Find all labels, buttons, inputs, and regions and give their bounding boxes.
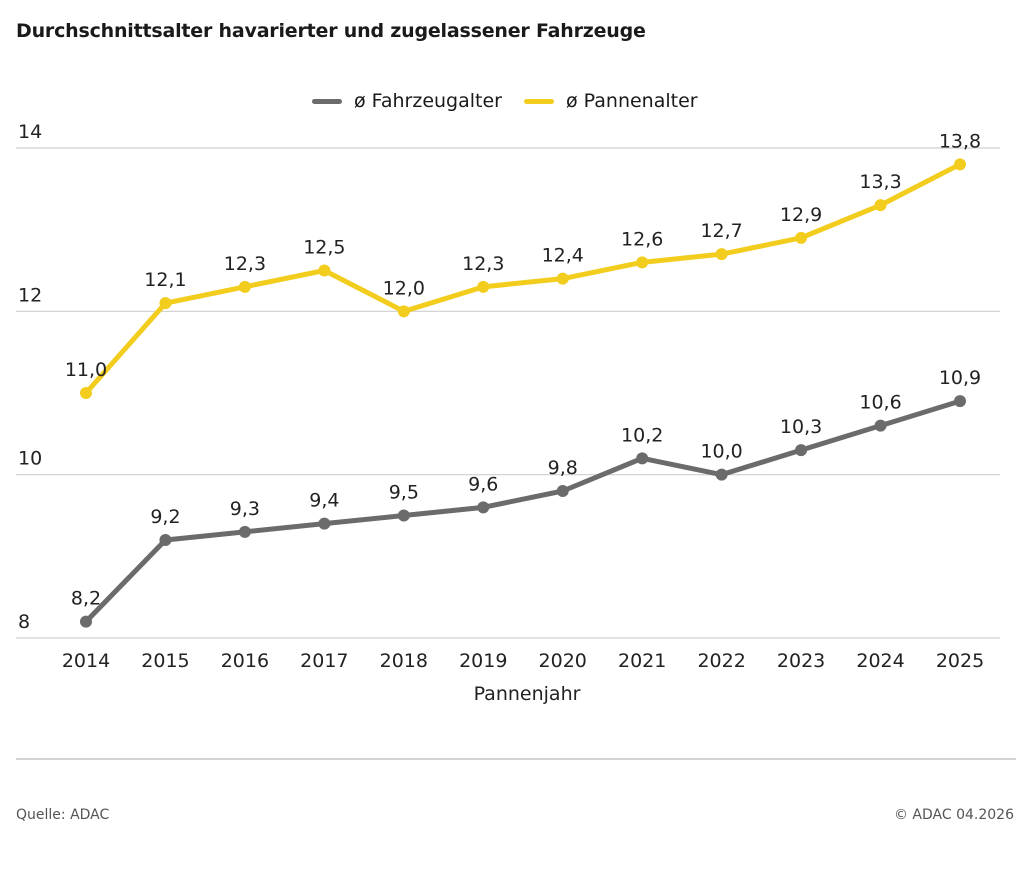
chart-legend: ø Fahrzeugalter ø Pannenalter: [312, 90, 698, 112]
data-label: 9,5: [389, 482, 419, 504]
data-point: [159, 297, 172, 310]
data-point: [238, 525, 251, 538]
footer-divider: [16, 758, 1016, 760]
chart-title: Durchschnittsalter havarierter und zugel…: [16, 20, 646, 42]
data-point: [477, 501, 490, 514]
data-label: 9,2: [150, 506, 180, 528]
data-point: [795, 444, 808, 457]
legend-swatch-fahrzeugalter: [312, 98, 342, 104]
x-tick-label: 2018: [380, 650, 428, 672]
data-label: 12,9: [780, 204, 822, 226]
x-tick-label: 2025: [936, 650, 984, 672]
data-point: [795, 231, 808, 244]
x-tick-label: 2020: [539, 650, 587, 672]
x-tick-label: 2023: [777, 650, 825, 672]
data-label: 12,5: [303, 237, 345, 259]
data-label: 12,3: [462, 253, 504, 275]
data-point: [636, 256, 649, 269]
source-note: Quelle: ADAC: [16, 807, 110, 823]
data-label: 12,4: [542, 245, 584, 267]
data-label: 13,3: [859, 171, 901, 193]
data-label: 9,6: [468, 473, 498, 495]
x-tick-label: 2014: [62, 650, 110, 672]
x-tick-label: 2022: [697, 650, 745, 672]
data-label: 9,3: [230, 498, 260, 520]
data-point: [477, 280, 490, 293]
data-point: [715, 248, 728, 261]
data-label: 10,2: [621, 424, 663, 446]
y-tick-label: 12: [18, 284, 42, 306]
data-point: [318, 517, 331, 530]
data-point: [874, 419, 887, 432]
legend-swatch-pannenalter: [523, 98, 554, 104]
y-tick-label: 14: [18, 121, 42, 143]
y-tick-label: 8: [18, 611, 30, 633]
x-tick-label: 2019: [459, 650, 507, 672]
data-point: [397, 509, 410, 522]
x-axis-label: Pannenjahr: [474, 683, 581, 705]
data-label: 12,3: [224, 253, 266, 275]
legend-item-fahrzeugalter: ø Fahrzeugalter: [312, 90, 502, 112]
legend-label-fahrzeugalter: ø Fahrzeugalter: [354, 90, 502, 112]
data-point: [636, 452, 649, 465]
data-label: 10,3: [780, 416, 822, 438]
data-point: [874, 199, 887, 212]
data-label: 8,2: [71, 588, 101, 610]
x-tick-label: 2021: [618, 650, 666, 672]
data-point: [397, 305, 410, 318]
data-label: 10,0: [700, 441, 742, 463]
x-tick-label: 2017: [300, 650, 348, 672]
data-point: [556, 485, 569, 497]
x-tick-label: 2024: [856, 650, 904, 672]
x-tick-label: 2015: [141, 650, 189, 672]
data-label: 10,9: [939, 367, 981, 389]
data-label: 13,8: [939, 130, 981, 152]
data-label: 9,4: [309, 490, 339, 512]
series-line-1: [83, 161, 963, 396]
data-point: [954, 158, 966, 171]
data-label: 9,8: [548, 457, 578, 479]
data-point: [80, 615, 92, 628]
legend-item-pannenalter: ø Pannenalter: [523, 90, 698, 112]
series-line-0: [83, 398, 963, 625]
data-label: 12,1: [144, 269, 186, 291]
data-point: [556, 272, 569, 285]
line-chart: 8 10 12 14 2014 2015 2016 2017 2018 2019 2020 2021 2…: [16, 121, 1000, 705]
data-label: 10,6: [859, 392, 901, 414]
y-tick-label: 10: [18, 448, 42, 470]
data-point: [238, 280, 251, 293]
data-label: 12,7: [700, 220, 742, 242]
data-point: [318, 264, 331, 277]
data-label: 11,0: [65, 359, 107, 381]
x-tick-label: 2016: [221, 650, 269, 672]
data-point: [80, 387, 92, 399]
data-label: 12,6: [621, 228, 663, 250]
copyright-note: © ADAC 04.2026: [893, 807, 1014, 823]
legend-label-pannenalter: ø Pannenalter: [565, 90, 698, 112]
data-point: [715, 468, 728, 481]
data-label: 12,0: [383, 277, 425, 299]
data-point: [159, 534, 172, 546]
data-point: [954, 395, 966, 408]
